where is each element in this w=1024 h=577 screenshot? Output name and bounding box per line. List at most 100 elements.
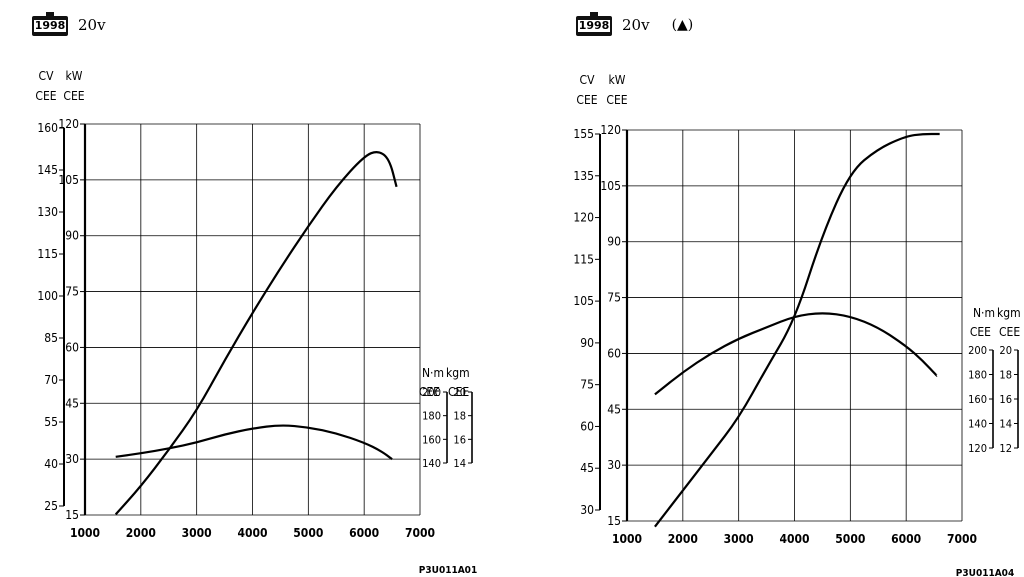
c2-cv-tick-label: 90	[580, 336, 594, 350]
c2-nm-tick-label: 120	[968, 442, 987, 455]
engine-badge-label: 1998	[578, 19, 610, 32]
c2-x-tick-label: 6000	[891, 532, 921, 546]
c1-kgm-unit-label: kgm	[446, 366, 470, 380]
c2-cv-tick-label: 75	[580, 378, 594, 392]
c2-figure-code: P3U011A04	[956, 568, 1014, 577]
c1-cv-tick-label: 130	[37, 205, 58, 219]
c1-cv-tick-label: 40	[44, 457, 58, 471]
c2-nm-tick-label: 180	[968, 369, 987, 382]
c2-kw-tick-label: 15	[607, 514, 621, 528]
c2-kw-tick-label: 30	[607, 458, 621, 472]
c2-x-tick-label: 2000	[668, 532, 698, 546]
c1-cv-unit-label: CV	[39, 69, 55, 83]
c2-nm-tick-label: 200	[968, 344, 987, 357]
engine-badge-label: 1998	[34, 19, 66, 32]
c1-nm-standard-label: CEE	[419, 385, 440, 399]
c1-cv-tick-label: 85	[44, 331, 58, 345]
c1-cv-tick-label: 100	[37, 289, 58, 303]
c2-power-curve	[654, 132, 940, 528]
c2-x-tick-label: 5000	[835, 532, 865, 546]
c2-kw-tick-label: 90	[607, 235, 621, 249]
c1-cv-standard-label: CEE	[35, 89, 56, 103]
c1-nm-tick-label: 200	[422, 386, 441, 399]
c1-kw-tick-label: 90	[65, 229, 79, 243]
c1-x-tick-label: 3000	[182, 526, 212, 540]
c2-kw-tick-label: 75	[607, 291, 621, 305]
c2-cv-tick-label: 45	[580, 461, 594, 475]
c1-x-tick-label: 6000	[349, 526, 379, 540]
c2-cv-tick-label: 120	[573, 211, 594, 225]
c1-x-tick-label: 1000	[70, 526, 100, 540]
c2-x-tick-label: 1000	[612, 532, 642, 546]
c2-cv-tick-label: 30	[580, 503, 594, 517]
chart2-header: 1998 20v (▲)	[574, 10, 693, 40]
c1-kw-tick-label: 30	[65, 452, 79, 466]
c2-kw-tick-label: 105	[600, 179, 621, 193]
c1-x-tick-label: 5000	[293, 526, 323, 540]
c1-kgm-tick-label: 20	[453, 386, 466, 399]
c2-nm-tick-label: 160	[968, 393, 987, 406]
c2-torque-curve	[654, 312, 938, 396]
c2-nm-tick-label: 140	[968, 418, 987, 431]
c1-nm-tick-label: 160	[422, 433, 441, 446]
c2-kw-tick-label: 120	[600, 123, 621, 137]
c2-cv-tick-label: 135	[573, 169, 594, 183]
c1-kw-standard-label: CEE	[63, 89, 84, 103]
c1-cv-tick-label: 115	[37, 247, 58, 261]
c2-x-tick-label: 3000	[724, 532, 754, 546]
c2-kgm-tick-label: 20	[999, 344, 1012, 357]
c2-kgm-tick-label: 12	[999, 442, 1012, 455]
c1-kw-tick-label: 15	[65, 508, 79, 522]
engine-icon: 1998	[574, 12, 614, 38]
c2-cv-tick-label: 155	[573, 127, 594, 141]
c2-kw-tick-label: 60	[607, 346, 621, 360]
c2-kgm-standard-label: CEE	[999, 325, 1020, 339]
variant-note: (▲)	[671, 17, 694, 33]
c2-nm-standard-label: CEE	[970, 325, 991, 339]
c2-kgm-tick-label: 16	[999, 393, 1012, 406]
c1-kgm-standard-label: CEE	[448, 385, 469, 399]
c2-kw-unit-label: kW	[609, 73, 626, 87]
c1-nm-unit-label: N·m	[422, 366, 444, 380]
c1-kw-unit-label: kW	[66, 69, 83, 83]
engine-spec: 20v	[78, 16, 106, 34]
c1-kw-tick-label: 120	[58, 117, 79, 131]
c2-x-tick-label: 7000	[947, 532, 977, 546]
c2-kgm-unit-label: kgm	[997, 306, 1021, 320]
c1-nm-tick-label: 180	[422, 410, 441, 423]
c2-nm-unit-label: N·m	[973, 306, 995, 320]
c2-x-tick-label: 4000	[779, 532, 809, 546]
c2-cv-standard-label: CEE	[576, 93, 597, 107]
c1-cv-tick-label: 55	[44, 415, 58, 429]
engine-spec: 20v	[622, 16, 650, 34]
c2-kgm-tick-label: 18	[999, 369, 1012, 382]
c2-kw-tick-label: 45	[607, 402, 621, 416]
c1-cv-tick-label: 145	[37, 163, 58, 177]
c1-kw-tick-label: 45	[65, 396, 79, 410]
c1-kw-tick-label: 75	[65, 285, 79, 299]
c1-x-tick-label: 2000	[126, 526, 156, 540]
c1-kgm-tick-label: 16	[453, 433, 466, 446]
c2-kw-standard-label: CEE	[606, 93, 627, 107]
c1-kgm-tick-label: 14	[453, 457, 466, 470]
c1-cv-tick-label: 70	[44, 373, 58, 387]
c1-kgm-tick-label: 18	[453, 410, 466, 423]
c1-figure-code: P3U011A01	[419, 565, 477, 576]
c2-cv-tick-label: 60	[580, 419, 594, 433]
c2-cv-tick-label: 105	[573, 294, 594, 308]
c1-cv-tick-label: 25	[44, 499, 58, 513]
c1-cv-tick-label: 160	[37, 121, 58, 135]
chart1-header: 1998 20v	[30, 10, 106, 40]
c1-kw-tick-label: 60	[65, 340, 79, 354]
c2-cv-tick-label: 115	[573, 252, 594, 266]
c2-cv-unit-label: CV	[580, 73, 596, 87]
c2-kgm-tick-label: 14	[999, 418, 1012, 431]
c1-power-curve	[114, 150, 398, 516]
engine-icon: 1998	[30, 12, 70, 38]
c1-x-tick-label: 4000	[237, 526, 267, 540]
c1-x-tick-label: 7000	[405, 526, 435, 540]
c1-kw-tick-label: 105	[58, 173, 79, 187]
c1-nm-tick-label: 140	[422, 457, 441, 470]
c1-torque-curve	[115, 424, 393, 461]
